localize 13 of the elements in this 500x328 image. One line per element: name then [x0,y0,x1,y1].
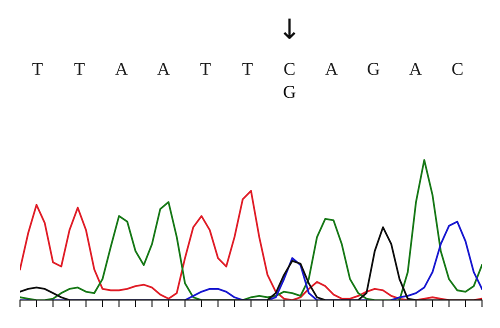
text: T [32,63,43,75]
text: G [284,86,296,98]
text: T [242,63,253,75]
text: C [284,62,295,76]
text: A [157,62,170,75]
text: G [368,62,380,76]
text: A [409,62,422,75]
text: ↓ [284,18,296,39]
text: T [74,63,85,75]
text: A [325,62,338,75]
text: A [115,62,128,75]
text: T [200,63,211,75]
text: C [452,62,463,76]
